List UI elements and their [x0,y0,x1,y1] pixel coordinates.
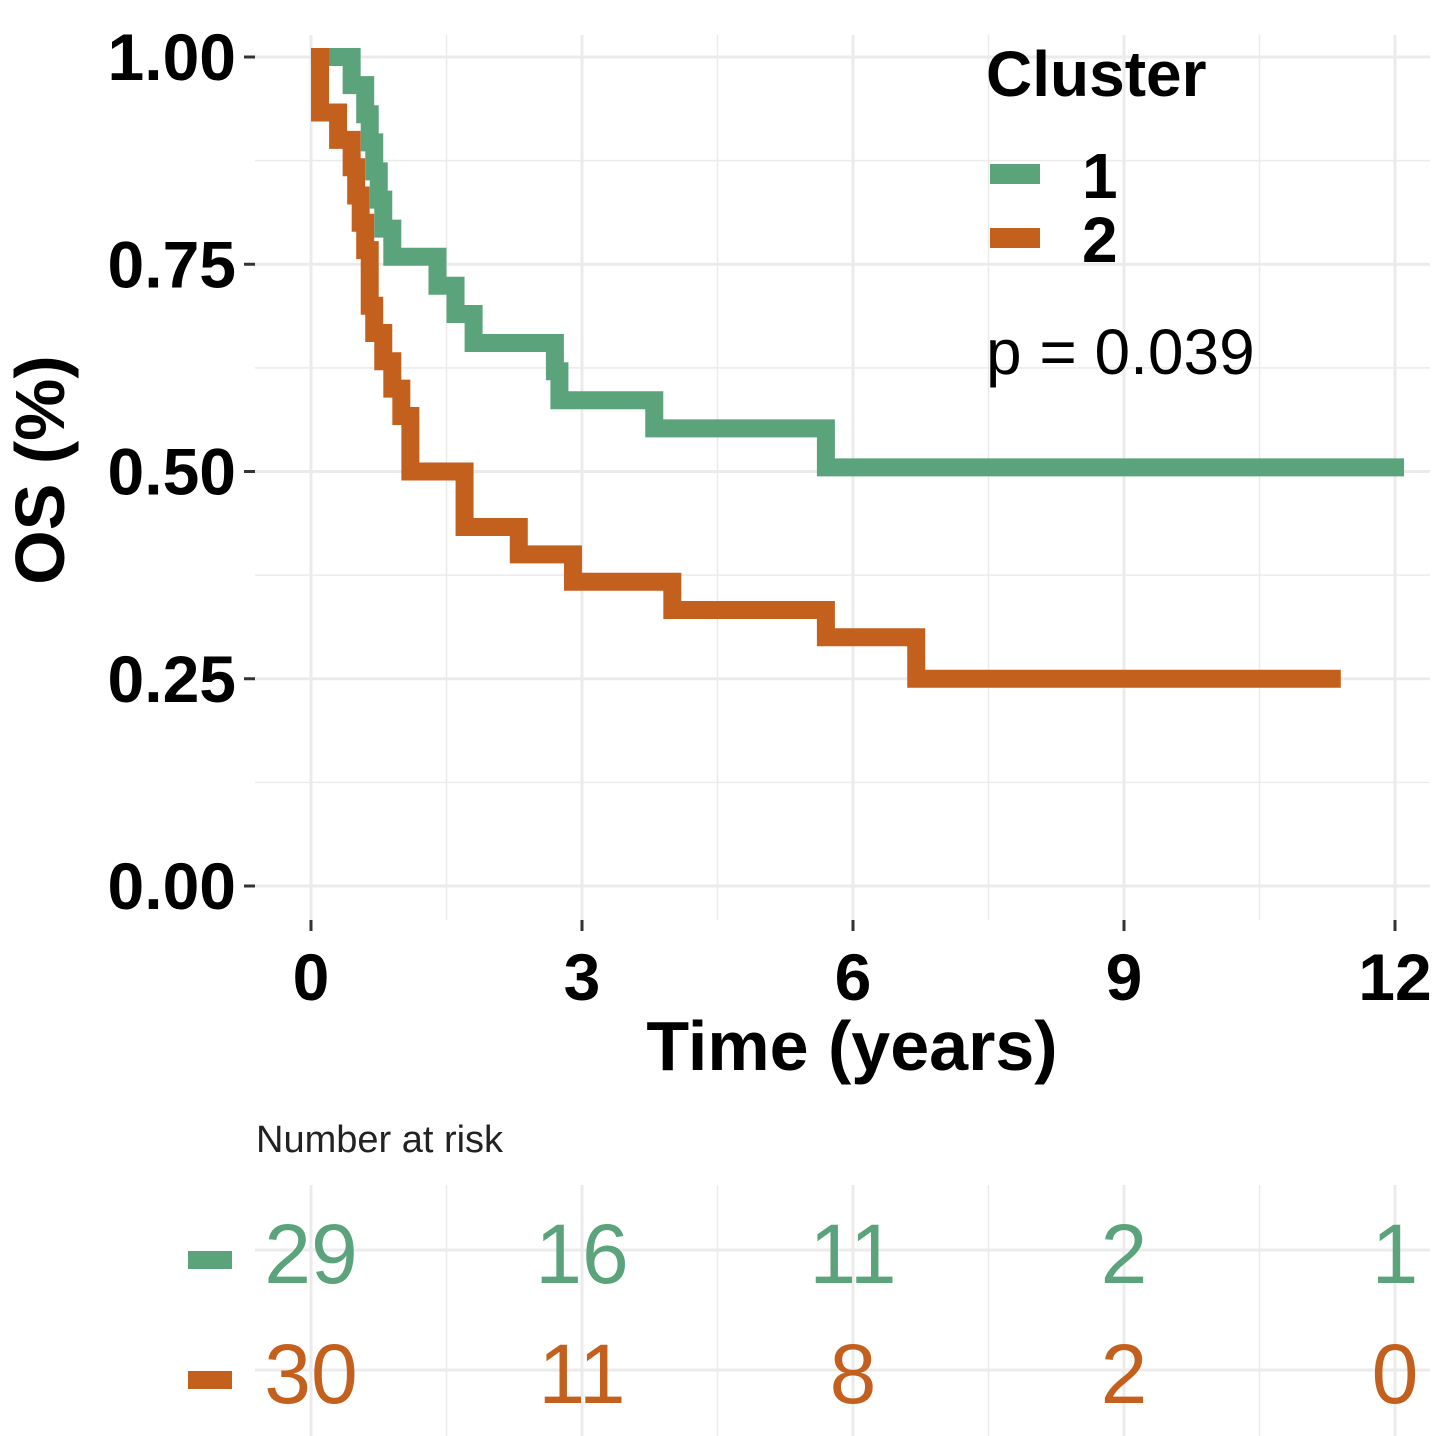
x-axis-ticks: 0 3 6 9 12 [293,920,1432,1014]
risk-count-cluster-2: 0 [1372,1327,1419,1421]
y-tick-label: 0.25 [108,642,236,716]
y-tick-label: 0.00 [108,849,236,923]
y-tick-label: 1.00 [108,20,236,94]
x-tick-label: 9 [1106,940,1143,1014]
risk-count-cluster-1: 11 [809,1207,896,1301]
x-tick-label: 6 [835,940,872,1014]
risk-row-swatch-cluster-2 [188,1371,232,1389]
survival-curve-cluster-1 [320,48,1405,477]
legend-swatch-cluster-2 [990,228,1040,248]
y-axis-ticks: 0.00 0.25 0.50 0.75 1.00 [108,20,255,923]
legend: Cluster 1 2 [986,38,1207,276]
risk-count-cluster-1: 1 [1372,1207,1419,1301]
x-axis-title: Time (years) [646,1007,1057,1085]
legend-swatch-cluster-1 [990,164,1040,184]
risk-count-cluster-2: 11 [538,1327,625,1421]
survival-curves [311,48,1405,688]
risk-table-gridlines [255,1185,1430,1436]
risk-count-cluster-1: 29 [264,1207,357,1301]
legend-title: Cluster [986,38,1207,110]
legend-label-cluster-2: 2 [1082,204,1118,276]
p-value-annotation: p = 0.039 [986,316,1255,388]
legend-label-cluster-1: 1 [1082,140,1118,212]
y-axis-title: OS (%) [1,355,79,584]
risk-row-swatch-cluster-1 [188,1251,232,1269]
risk-count-cluster-2: 8 [830,1327,877,1421]
risk-count-cluster-1: 2 [1101,1207,1148,1301]
x-tick-label: 0 [293,940,330,1014]
y-tick-label: 0.50 [108,435,236,509]
y-tick-label: 0.75 [108,227,236,301]
risk-count-cluster-2: 2 [1101,1327,1148,1421]
risk-table: 29 16 11 2 1 30 11 8 2 0 [188,1207,1418,1421]
risk-count-cluster-1: 16 [535,1207,628,1301]
risk-table-title: Number at risk [256,1119,504,1161]
risk-count-cluster-2: 30 [264,1327,357,1421]
survival-curve-cluster-2 [311,48,1341,688]
x-tick-label: 12 [1358,940,1431,1014]
x-tick-label: 3 [564,940,601,1014]
